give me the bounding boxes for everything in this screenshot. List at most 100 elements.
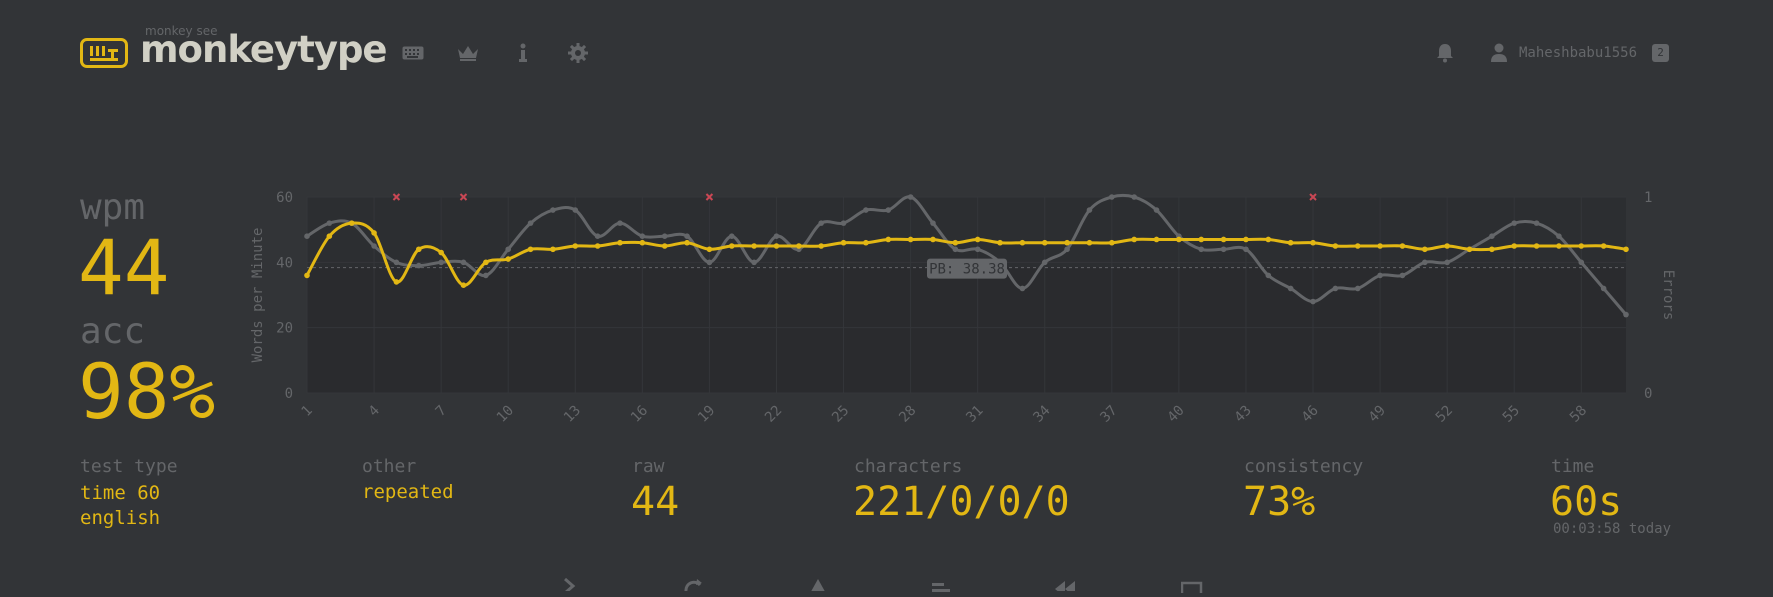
x-tick-label: 13 <box>561 403 584 426</box>
y2-tick-label: 0 <box>1644 386 1652 402</box>
wpm-point <box>1086 239 1093 246</box>
wpm-point <box>1153 236 1160 243</box>
x-tick-label: 22 <box>762 403 785 426</box>
acc-value[interactable]: 98% <box>78 347 216 436</box>
wpm-point <box>371 230 377 236</box>
raw-point <box>393 259 400 266</box>
gear-icon[interactable] <box>566 43 590 63</box>
screenshot-icon[interactable] <box>1180 578 1203 597</box>
crown-icon[interactable] <box>456 43 480 63</box>
x-tick-label: 10 <box>494 403 517 426</box>
info-icon[interactable] <box>511 43 535 63</box>
raw-point <box>594 233 601 239</box>
raw-point <box>1623 311 1629 318</box>
raw-point <box>617 220 623 226</box>
wpm-point <box>1556 243 1562 249</box>
raw-point <box>639 233 646 239</box>
account-name[interactable]: Maheshbabu1556 <box>1519 45 1638 61</box>
wpm-point <box>594 243 601 249</box>
wpm-point <box>728 243 735 249</box>
x-tick-label: 37 <box>1097 403 1120 426</box>
raw-point <box>1511 220 1518 226</box>
x-tick-label: 43 <box>1232 403 1255 426</box>
y2-axis-title: Errors <box>1660 270 1676 321</box>
x-tick-label: 28 <box>896 403 919 426</box>
y2-tick-label: 1 <box>1644 190 1652 206</box>
wpm-point <box>1198 236 1205 243</box>
raw-point <box>907 194 914 200</box>
wpm-point <box>326 233 333 239</box>
raw-point <box>1444 259 1450 266</box>
consistency-value[interactable]: 73% <box>1243 479 1316 525</box>
raw-point <box>326 220 333 226</box>
raw-point <box>550 207 556 213</box>
words-history-icon[interactable] <box>931 578 951 592</box>
logo-icon[interactable] <box>80 38 128 68</box>
wpm-point <box>460 282 467 288</box>
raw-point <box>1332 285 1339 292</box>
bell-icon[interactable] <box>1433 43 1457 63</box>
wpm-point <box>1377 243 1383 249</box>
raw-point <box>1310 298 1316 305</box>
x-tick-label: 1 <box>299 403 316 420</box>
raw-point <box>863 207 869 213</box>
x-tick-label: 34 <box>1030 403 1053 426</box>
x-tick-label: 19 <box>695 403 718 426</box>
raw-point <box>505 246 512 253</box>
other-label: other <box>362 456 417 477</box>
raw-point <box>1086 207 1093 213</box>
raw-value[interactable]: 44 <box>631 479 680 525</box>
raw-point <box>415 262 422 269</box>
x-tick-label: 7 <box>433 403 450 420</box>
wpm-point <box>706 246 713 253</box>
pb-label-box <box>927 258 1007 279</box>
raw-point <box>1399 272 1406 279</box>
x-tick-label: 49 <box>1366 403 1389 426</box>
x-tick-label: 52 <box>1433 403 1456 426</box>
other-value: repeated <box>362 481 454 503</box>
raw-point <box>818 220 824 226</box>
x-tick-label: 31 <box>963 403 986 426</box>
wpm-point <box>572 243 579 249</box>
test-type-label: test type <box>80 456 178 477</box>
wpm-point <box>1064 239 1070 246</box>
wpm-point <box>1176 236 1182 243</box>
pb-area <box>307 267 1626 393</box>
wpm-point <box>1421 246 1428 253</box>
wpm-point <box>1444 243 1450 249</box>
raw-point <box>1489 233 1495 239</box>
raw-point <box>773 233 780 239</box>
time-value[interactable]: 60s <box>1550 479 1623 525</box>
raw-point <box>527 220 534 226</box>
raw-point <box>1041 259 1048 266</box>
wpm-point <box>1332 243 1339 249</box>
wpm-point <box>1109 239 1115 246</box>
y-tick-label: 20 <box>276 321 293 337</box>
x-tick-label: 55 <box>1500 403 1523 426</box>
raw-point <box>751 259 757 266</box>
wpm-point <box>840 239 847 246</box>
wpm-point <box>1399 243 1406 249</box>
wpm-point <box>1243 236 1249 243</box>
raw-point <box>1131 194 1137 200</box>
consistency-label: consistency <box>1244 456 1364 477</box>
raw-point <box>1220 246 1227 253</box>
pb-label: PB: 38.38 <box>929 262 1005 278</box>
wpm-point <box>348 220 355 226</box>
wpm-point <box>550 246 556 253</box>
wpm-point <box>818 243 824 249</box>
wpm-point <box>1533 243 1540 249</box>
raw-point <box>1198 246 1205 253</box>
y-tick-label: 40 <box>276 255 293 271</box>
keyboard-icon[interactable] <box>401 43 425 63</box>
wpm-value[interactable]: 44 <box>78 223 170 312</box>
raw-point <box>1600 285 1607 292</box>
test-type-language: english <box>80 507 161 529</box>
wpm-point <box>1131 236 1137 243</box>
user-icon[interactable] <box>1487 43 1511 63</box>
characters-value[interactable]: 221/0/0/0 <box>853 479 1070 525</box>
logo-text[interactable]: monkeytype <box>140 28 388 71</box>
raw-point <box>1153 207 1160 213</box>
raw-label: raw <box>632 456 665 477</box>
